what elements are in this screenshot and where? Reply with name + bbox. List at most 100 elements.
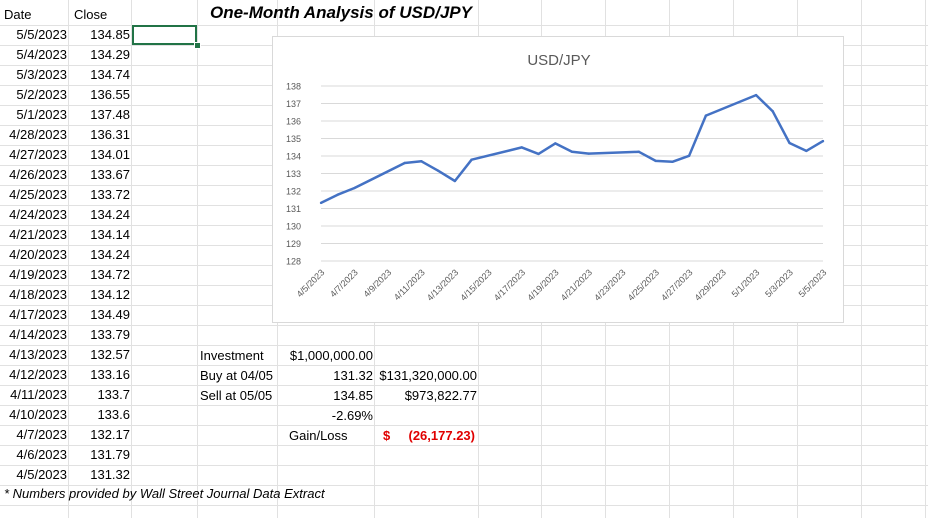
x-tick-label: 4/9/2023 <box>361 267 393 299</box>
close-cell[interactable]: 134.49 <box>90 307 130 322</box>
gain-loss-value[interactable]: (26,177.23) <box>408 428 476 443</box>
close-cell[interactable]: 131.79 <box>90 447 130 462</box>
usdjpy-series-line <box>320 93 824 205</box>
date-cell[interactable]: 4/21/2023 <box>9 227 67 242</box>
close-cell[interactable]: 134.24 <box>90 247 130 262</box>
close-cell[interactable]: 136.31 <box>90 127 130 142</box>
gain-loss-currency[interactable]: $ <box>383 428 391 443</box>
gain-loss-label[interactable]: Gain/Loss <box>289 428 348 443</box>
active-cell-selection[interactable] <box>132 25 197 45</box>
investment-label[interactable]: Investment <box>200 348 264 363</box>
y-tick-label: 137 <box>286 99 301 109</box>
y-tick-label: 138 <box>286 82 301 92</box>
x-tick-label: 4/27/2023 <box>659 267 694 302</box>
close-cell[interactable]: 134.85 <box>90 27 130 42</box>
y-tick-label: 132 <box>286 187 301 197</box>
usdjpy-data-point <box>570 150 574 153</box>
close-cell[interactable]: 132.57 <box>90 347 130 362</box>
y-tick-label: 133 <box>286 169 301 179</box>
buy-label[interactable]: Buy at 04/05 <box>200 368 273 383</box>
y-tick-label: 134 <box>286 152 301 162</box>
date-cell[interactable]: 4/18/2023 <box>9 287 67 302</box>
x-tick-label: 4/21/2023 <box>559 267 594 302</box>
close-cell[interactable]: 136.55 <box>90 87 130 102</box>
close-cell[interactable]: 134.14 <box>90 227 130 242</box>
usdjpy-data-point <box>436 169 440 172</box>
usdjpy-data-point <box>420 160 423 163</box>
date-cell[interactable]: 5/5/2023 <box>16 27 67 42</box>
column-header-close[interactable]: Close <box>74 7 108 22</box>
chart-canvas: USD/JPY 128 129 130 131 132 133 134 135 136 137 138… <box>286 52 828 303</box>
x-tick-label: 4/23/2023 <box>592 267 627 302</box>
y-tick-label: 129 <box>286 239 301 249</box>
usdjpy-chart[interactable]: USD/JPY 128 129 130 131 132 133 134 135 136 137 138… <box>272 36 844 323</box>
date-cell[interactable]: 5/2/2023 <box>16 87 67 102</box>
close-cell[interactable]: 133.67 <box>90 167 130 182</box>
usdjpy-data-point <box>671 160 674 163</box>
close-cell[interactable]: 133.6 <box>97 407 130 422</box>
sell-amount[interactable]: $973,822.77 <box>404 388 477 403</box>
close-cell[interactable]: 134.12 <box>90 287 130 302</box>
date-cell[interactable]: 4/13/2023 <box>9 347 67 362</box>
usdjpy-data-point <box>704 114 708 117</box>
x-tick-label: 4/17/2023 <box>492 267 527 302</box>
date-cell[interactable]: 4/17/2023 <box>9 307 67 322</box>
usdjpy-data-point <box>805 149 808 153</box>
date-cell[interactable]: 4/14/2023 <box>9 327 67 342</box>
close-cell[interactable]: 133.7 <box>97 387 130 402</box>
column-header-date[interactable]: Date <box>4 7 32 22</box>
y-tick-label: 136 <box>286 117 301 127</box>
usdjpy-data-point <box>754 93 758 97</box>
date-cell[interactable]: 4/28/2023 <box>9 127 67 142</box>
usdjpy-data-point <box>554 142 557 145</box>
date-cell[interactable]: 4/20/2023 <box>9 247 67 262</box>
close-cell[interactable]: 132.17 <box>90 427 130 442</box>
usdjpy-data-point <box>654 159 657 163</box>
fill-handle[interactable] <box>194 42 201 49</box>
investment-value[interactable]: $1,000,000.00 <box>289 348 373 363</box>
usdjpy-data-point <box>771 110 774 113</box>
sheet-title: One-Month Analysis of USD/JPY <box>210 3 472 22</box>
close-cell[interactable]: 134.01 <box>90 147 130 162</box>
close-cell[interactable]: 134.72 <box>90 267 130 282</box>
date-cell[interactable]: 4/25/2023 <box>9 187 67 202</box>
chart-title: USD/JPY <box>527 52 590 69</box>
x-tick-label: 4/11/2023 <box>392 267 427 302</box>
close-cell[interactable]: 133.79 <box>90 327 130 342</box>
date-cell[interactable]: 4/26/2023 <box>9 167 67 182</box>
date-cell[interactable]: 5/3/2023 <box>16 67 67 82</box>
sell-rate[interactable]: 134.85 <box>333 388 373 403</box>
date-cell[interactable]: 4/5/2023 <box>16 467 67 482</box>
date-cell[interactable]: 4/19/2023 <box>9 267 67 282</box>
date-cell[interactable]: 4/24/2023 <box>9 207 67 222</box>
date-cell[interactable]: 4/6/2023 <box>16 447 67 462</box>
close-cell[interactable]: 131.32 <box>90 467 130 482</box>
buy-amount[interactable]: $131,320,000.00 <box>379 368 477 383</box>
close-cell[interactable]: 133.16 <box>90 367 130 382</box>
date-cell[interactable]: 5/4/2023 <box>16 47 67 62</box>
usdjpy-data-point <box>319 201 323 205</box>
date-cell[interactable]: 5/1/2023 <box>16 107 67 122</box>
close-cell[interactable]: 134.74 <box>90 67 130 82</box>
x-tick-label: 4/29/2023 <box>693 267 728 302</box>
usdjpy-data-point <box>637 150 641 153</box>
change-percent[interactable]: -2.69% <box>331 408 373 423</box>
buy-rate[interactable]: 131.32 <box>333 368 373 383</box>
date-cell[interactable]: 4/12/2023 <box>9 367 67 382</box>
close-cell[interactable]: 134.29 <box>90 47 130 62</box>
close-cell[interactable]: 134.24 <box>90 207 130 222</box>
y-tick-label: 135 <box>286 134 301 144</box>
x-tick-label: 4/15/2023 <box>458 267 493 302</box>
close-cell[interactable]: 137.48 <box>90 107 130 122</box>
usdjpy-data-point <box>453 179 457 183</box>
usdjpy-data-point <box>353 186 356 190</box>
usdjpy-data-point <box>403 161 406 165</box>
date-cell[interactable]: 4/7/2023 <box>16 427 67 442</box>
date-cell[interactable]: 4/11/2023 <box>10 387 67 402</box>
date-cell[interactable]: 4/27/2023 <box>9 147 67 162</box>
close-cell[interactable]: 133.72 <box>90 187 130 202</box>
footnote: * Numbers provided by Wall Street Journa… <box>4 486 325 501</box>
sell-label[interactable]: Sell at 05/05 <box>200 388 273 403</box>
date-cell[interactable]: 4/10/2023 <box>9 407 67 422</box>
usdjpy-data-point <box>587 152 590 155</box>
